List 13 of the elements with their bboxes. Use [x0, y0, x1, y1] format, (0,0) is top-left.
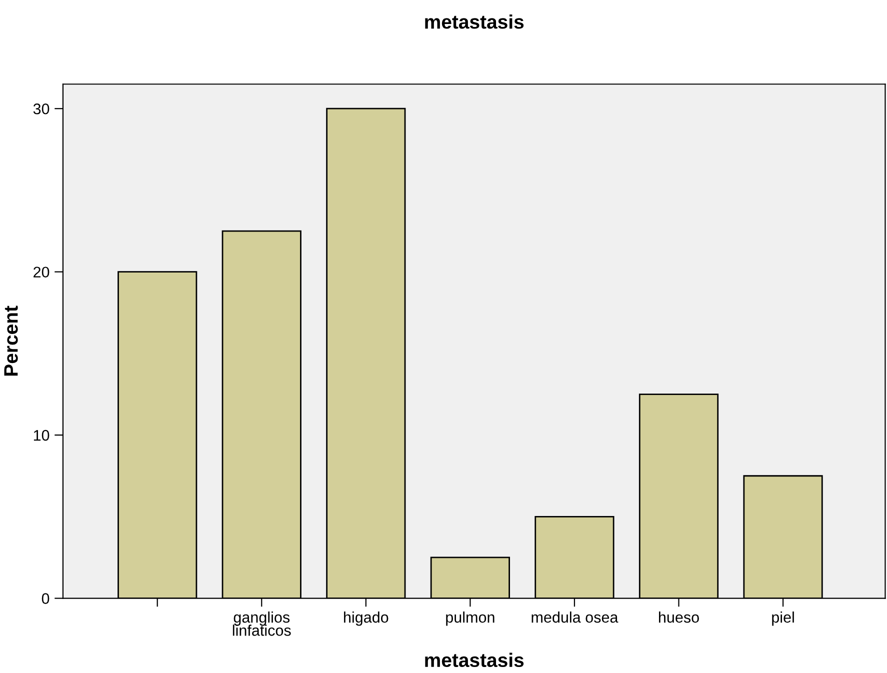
x-axis-title: metastasis [425, 652, 524, 668]
x-tick-label: pulmon [446, 611, 494, 626]
x-tick-label: higado [344, 611, 388, 626]
y-tick-label: 10 [34, 430, 50, 441]
y-tick-label: 0 [42, 593, 50, 604]
x-tick-label: medula osea [532, 611, 618, 623]
y-tick-label: 30 [33, 103, 50, 114]
x-tick-label: hueso [659, 611, 699, 623]
y-tick-label: 20 [34, 266, 50, 278]
x-tick-label: piel [772, 611, 794, 626]
chart-title: metastasis [425, 14, 524, 29]
y-axis-title: Percent [4, 306, 18, 376]
x-tick-label: ganglios linfaticos [232, 611, 291, 636]
